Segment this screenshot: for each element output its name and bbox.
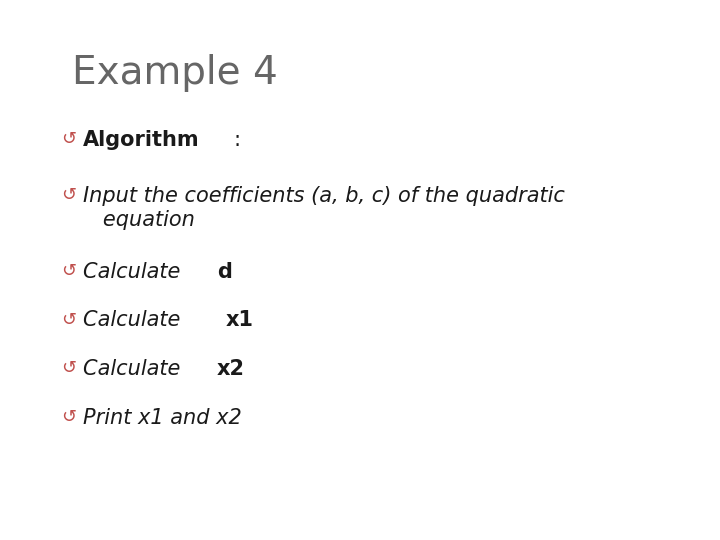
Text: Example 4: Example 4 <box>72 54 278 92</box>
Text: x1: x1 <box>225 310 253 330</box>
Text: ↺: ↺ <box>61 130 76 147</box>
Text: d: d <box>217 262 232 282</box>
Text: Print x1 and x2: Print x1 and x2 <box>83 408 241 428</box>
Text: ↺: ↺ <box>61 408 76 426</box>
Text: Calculate: Calculate <box>83 359 186 379</box>
Text: Input the coefficients (a, b, c) of the quadratic
   equation: Input the coefficients (a, b, c) of the … <box>83 186 564 230</box>
Text: :: : <box>233 130 240 150</box>
Text: ↺: ↺ <box>61 310 76 328</box>
Text: Algorithm: Algorithm <box>83 130 199 150</box>
Text: x2: x2 <box>217 359 245 379</box>
Text: ↺: ↺ <box>61 359 76 377</box>
Text: Calculate: Calculate <box>83 310 194 330</box>
Text: Calculate: Calculate <box>83 262 186 282</box>
Text: ↺: ↺ <box>61 262 76 280</box>
Text: ↺: ↺ <box>61 186 76 204</box>
